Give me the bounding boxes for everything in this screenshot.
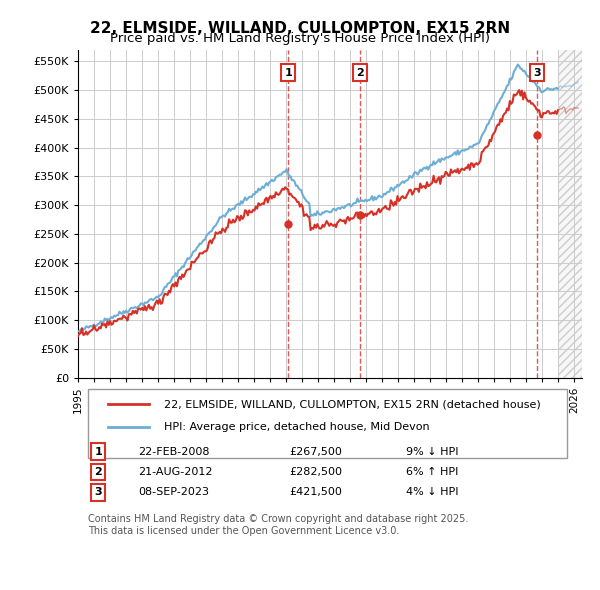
HPI: Average price, detached house, Mid Devon: (2.02e+03, 5.02e+05): Average price, detached house, Mid Devon… (554, 86, 562, 93)
HPI: Average price, detached house, Mid Devon: (2e+03, 2.81e+05): Average price, detached house, Mid Devon… (219, 212, 226, 219)
Text: 6% ↑ HPI: 6% ↑ HPI (406, 467, 458, 477)
Text: 1: 1 (94, 447, 102, 457)
Text: 4% ↓ HPI: 4% ↓ HPI (406, 487, 458, 497)
Text: 21-AUG-2012: 21-AUG-2012 (139, 467, 213, 477)
HPI: Average price, detached house, Mid Devon: (2.01e+03, 3.02e+05): Average price, detached house, Mid Devon… (235, 201, 242, 208)
Text: 08-SEP-2023: 08-SEP-2023 (139, 487, 209, 497)
Text: 22, ELMSIDE, WILLAND, CULLOMPTON, EX15 2RN: 22, ELMSIDE, WILLAND, CULLOMPTON, EX15 2… (90, 21, 510, 35)
22, ELMSIDE, WILLAND, CULLOMPTON, EX15 2RN (detached house) (515, 87, 523, 94)
Text: 9% ↓ HPI: 9% ↓ HPI (406, 447, 458, 457)
Bar (558, 50, 582, 378)
Text: 22-FEB-2008: 22-FEB-2008 (139, 447, 210, 457)
Text: £267,500: £267,500 (290, 447, 343, 457)
Text: Price paid vs. HM Land Registry's House Price Index (HPI): Price paid vs. HM Land Registry's House … (110, 32, 490, 45)
22, ELMSIDE, WILLAND, CULLOMPTON, EX15 2RN (detached house) (133, 310, 140, 317)
HPI: Average price, detached house, Mid Devon: (2.02e+03, 5.44e+05): Average price, detached house, Mid Devon… (514, 61, 521, 68)
HPI: Average price, detached house, Mid Devon: (2e+03, 8.07e+04): Average price, detached house, Mid Devon… (76, 328, 83, 335)
Text: 3: 3 (94, 487, 102, 497)
Line: 22, ELMSIDE, WILLAND, CULLOMPTON, EX15 2RN (detached house): 22, ELMSIDE, WILLAND, CULLOMPTON, EX15 2… (78, 90, 558, 336)
22, ELMSIDE, WILLAND, CULLOMPTON, EX15 2RN (detached house) (284, 186, 292, 193)
22, ELMSIDE, WILLAND, CULLOMPTON, EX15 2RN (detached house) (554, 107, 562, 114)
Text: 3: 3 (533, 68, 541, 78)
Text: £421,500: £421,500 (290, 487, 343, 497)
Text: £282,500: £282,500 (290, 467, 343, 477)
Text: 22, ELMSIDE, WILLAND, CULLOMPTON, EX15 2RN (detached house): 22, ELMSIDE, WILLAND, CULLOMPTON, EX15 2… (164, 399, 541, 409)
22, ELMSIDE, WILLAND, CULLOMPTON, EX15 2RN (detached house) (529, 100, 536, 107)
22, ELMSIDE, WILLAND, CULLOMPTON, EX15 2RN (detached house) (233, 212, 241, 219)
HPI: Average price, detached house, Mid Devon: (2e+03, 1.24e+05): Average price, detached house, Mid Devon… (134, 303, 142, 310)
22, ELMSIDE, WILLAND, CULLOMPTON, EX15 2RN (detached house) (74, 333, 82, 340)
HPI: Average price, detached house, Mid Devon: (2e+03, 8.1e+04): Average price, detached house, Mid Devon… (74, 327, 82, 335)
Text: 2: 2 (356, 68, 364, 78)
22, ELMSIDE, WILLAND, CULLOMPTON, EX15 2RN (detached house) (242, 206, 249, 214)
Text: HPI: Average price, detached house, Mid Devon: HPI: Average price, detached house, Mid … (164, 422, 430, 432)
Line: HPI: Average price, detached house, Mid Devon: HPI: Average price, detached house, Mid … (78, 64, 558, 332)
22, ELMSIDE, WILLAND, CULLOMPTON, EX15 2RN (detached house) (217, 230, 224, 237)
HPI: Average price, detached house, Mid Devon: (2.01e+03, 3.5e+05): Average price, detached house, Mid Devon… (286, 173, 293, 180)
Text: 1: 1 (284, 68, 292, 78)
HPI: Average price, detached house, Mid Devon: (2.02e+03, 5.14e+05): Average price, detached house, Mid Devon… (530, 78, 538, 86)
Text: 2: 2 (94, 467, 102, 477)
Text: Contains HM Land Registry data © Crown copyright and database right 2025.
This d: Contains HM Land Registry data © Crown c… (88, 514, 469, 536)
Bar (558, 50, 582, 378)
HPI: Average price, detached house, Mid Devon: (2.01e+03, 3.09e+05): Average price, detached house, Mid Devon… (243, 196, 250, 204)
FancyBboxPatch shape (88, 389, 567, 458)
